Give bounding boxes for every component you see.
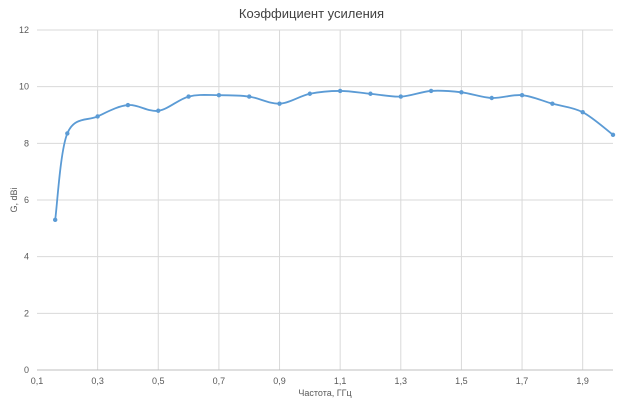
- data-point: [428, 88, 434, 94]
- tick-layer: 0 2 4 6 8 10 12 0,1 0,3 0,5 0,7 0,9 1,1 1,3 1,5 1,7 1,9: [19, 25, 589, 386]
- x-tick-label: 1,1: [334, 376, 347, 386]
- x-tick-label: 0,9: [273, 376, 286, 386]
- data-point: [216, 92, 222, 98]
- data-point: [247, 94, 252, 99]
- x-tick-label: 1,3: [395, 376, 408, 386]
- data-point: [65, 131, 70, 136]
- data-point: [550, 101, 555, 106]
- y-tick-label: 2: [24, 308, 29, 318]
- data-point: [52, 217, 58, 223]
- data-point: [337, 88, 343, 94]
- data-point: [398, 94, 403, 99]
- x-tick-label: 1,9: [576, 376, 589, 386]
- series-layer: [52, 88, 616, 223]
- y-tick-label: 8: [24, 138, 29, 148]
- x-tick-label: 0,5: [152, 376, 165, 386]
- x-tick-label: 0,7: [213, 376, 226, 386]
- data-point: [307, 91, 313, 96]
- y-tick-label: 12: [19, 25, 29, 35]
- data-point: [95, 114, 100, 119]
- data-point: [580, 109, 585, 115]
- data-point: [277, 101, 282, 106]
- data-point: [156, 108, 161, 113]
- data-point: [610, 132, 616, 138]
- x-tick-label: 0,1: [31, 376, 44, 386]
- data-point: [519, 92, 525, 98]
- data-point: [186, 94, 191, 99]
- y-tick-label: 10: [19, 82, 29, 92]
- y-tick-label: 4: [24, 252, 29, 262]
- x-tick-label: 1,5: [455, 376, 468, 386]
- data-point: [459, 90, 464, 95]
- data-point: [125, 102, 131, 108]
- y-axis-label: G, dBi: [9, 187, 19, 212]
- x-tick-label: 0,3: [91, 376, 104, 386]
- data-point: [489, 95, 494, 101]
- y-tick-label: 6: [24, 195, 29, 205]
- grid-layer: [37, 29, 613, 370]
- data-point: [368, 91, 373, 96]
- chart-title: Коэффициент усиления: [239, 6, 384, 21]
- y-tick-label: 0: [24, 365, 29, 375]
- x-axis-label: Частота, ГГц: [298, 388, 351, 398]
- x-tick-label: 1,7: [516, 376, 529, 386]
